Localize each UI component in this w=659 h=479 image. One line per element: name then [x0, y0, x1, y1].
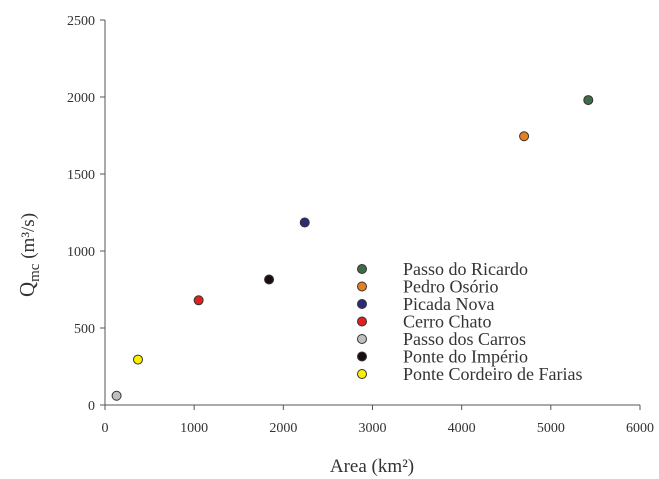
- x-tick-label: 2000: [269, 421, 297, 436]
- data-points: [111, 95, 594, 401]
- data-point: [193, 295, 204, 306]
- legend-marker: [357, 369, 367, 379]
- legend-label: Passo dos Carros: [403, 329, 526, 349]
- data-point: [132, 354, 143, 365]
- y-axis-title-subscript: mc: [27, 263, 43, 282]
- y-tick-label: 1000: [67, 245, 95, 260]
- legend-label: Cerro Chato: [403, 312, 491, 332]
- y-tick-label: 2000: [67, 91, 95, 106]
- y-axis-title-main: Q: [15, 282, 39, 297]
- data-point: [111, 390, 122, 401]
- x-tick-label: 0: [102, 421, 109, 436]
- x-tick-label: 1000: [180, 421, 208, 436]
- legend-marker: [357, 299, 367, 309]
- axes: 0 1000 2000 3000 4000 5000 6000 0 500 1000 1500 200…: [67, 14, 654, 436]
- y-axis-title-unit: (m³/s): [18, 213, 39, 264]
- legend-label: Picada Nova: [403, 294, 494, 314]
- y-tick-label: 500: [74, 322, 95, 337]
- legend-label: Ponte Cordeiro de Farias: [403, 364, 582, 384]
- data-point: [299, 217, 310, 228]
- y-tick-label: 0: [88, 399, 95, 414]
- x-tick-label: 6000: [626, 421, 654, 436]
- y-tick-label: 1500: [67, 168, 95, 183]
- legend-marker: [357, 316, 367, 327]
- x-tick-label: 3000: [359, 421, 387, 436]
- legend-label: Ponte do Império: [403, 347, 528, 367]
- data-point: [264, 274, 275, 285]
- x-tick-label: 5000: [537, 421, 565, 436]
- legend-marker: [357, 264, 367, 274]
- y-tick-label: 2500: [67, 14, 95, 29]
- legend-label: Passo do Ricardo: [403, 259, 528, 279]
- legend-marker: [357, 351, 367, 362]
- legend-marker: [357, 281, 367, 292]
- legend-marker: [357, 334, 367, 344]
- x-axis-title: Area (km²): [330, 456, 414, 477]
- x-tick-label: 4000: [448, 421, 476, 436]
- data-point: [519, 131, 530, 142]
- data-point: [583, 95, 594, 106]
- y-axis-title: Qmc (m³/s): [15, 213, 43, 297]
- legend-label: Pedro Osório: [403, 277, 499, 297]
